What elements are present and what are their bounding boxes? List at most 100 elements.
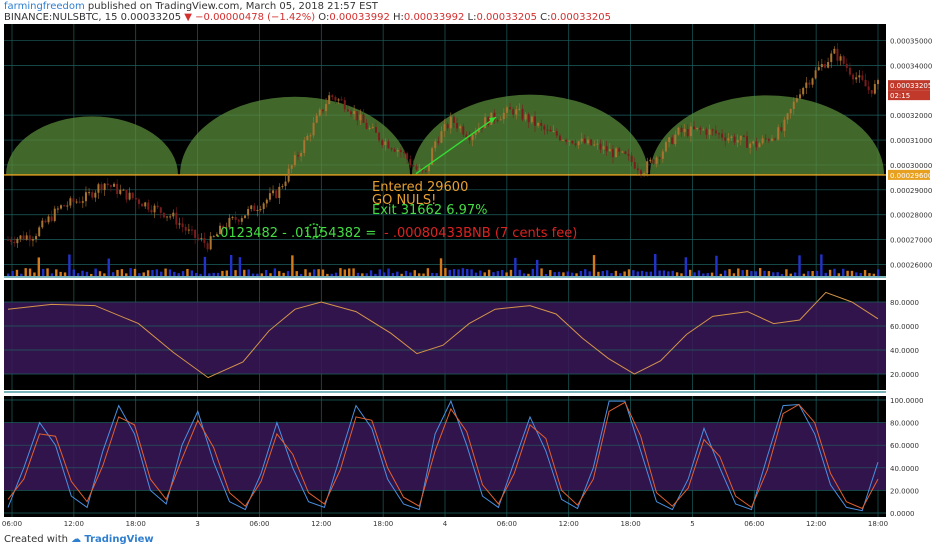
candle-body: [209, 236, 212, 250]
volume-bar: [557, 271, 561, 276]
volume-bar: [120, 269, 124, 276]
candle-body: [175, 212, 178, 225]
candle-body: [783, 119, 786, 131]
volume-bar: [514, 257, 517, 276]
candle-body: [194, 229, 197, 238]
candle-body: [599, 143, 602, 150]
volume-bar: [229, 255, 233, 276]
stoch-d-line: [7, 401, 879, 510]
volume-bar: [785, 269, 788, 276]
volume-bar: [649, 271, 653, 276]
volume-bar: [501, 269, 504, 276]
volume-bar: [535, 259, 539, 276]
candle-body: [446, 124, 449, 129]
candle-body: [724, 137, 727, 141]
candle-body: [346, 109, 349, 112]
volume-bar: [868, 273, 871, 276]
calc-red-annotation: - .00080433BNB (7 cents fee): [384, 226, 578, 241]
chart-canvas[interactable]: 0.00035000 0.00034000 0.00032000 0.00031000…: [0, 24, 932, 532]
volume-bar: [872, 273, 876, 276]
candle-body: [624, 151, 627, 155]
candle-body: [262, 203, 265, 210]
volume-bar: [129, 268, 132, 276]
candle-body: [131, 192, 134, 198]
y-tick-label: 0.00030000: [890, 162, 932, 170]
volume-bar: [842, 268, 845, 276]
volume-bar: [697, 270, 701, 276]
ohlc-h: 0.00033992: [403, 12, 465, 23]
candle-body: [137, 199, 140, 204]
volume-bar: [243, 269, 246, 276]
candle-body: [231, 216, 234, 218]
green-arch: [412, 94, 648, 175]
volume-bar: [238, 257, 242, 276]
candle-body: [449, 116, 452, 129]
author-link[interactable]: farmingfreedom: [4, 1, 85, 12]
created-with-text: Created with: [4, 534, 68, 545]
volume-bar: [745, 269, 749, 276]
volume-bar: [815, 270, 819, 276]
candle-body: [278, 186, 281, 198]
volume-bar: [221, 270, 224, 276]
volume-bar: [492, 272, 495, 276]
stoch-k-line: [7, 399, 879, 512]
volume-bar: [623, 271, 626, 276]
candle-body: [842, 56, 845, 64]
volume-bar: [251, 273, 255, 276]
green-arch: [650, 95, 884, 175]
candle-body: [855, 77, 858, 80]
volume-bar: [107, 258, 110, 276]
y-tick-label: 0.00029000: [890, 187, 932, 195]
candle-body: [190, 229, 193, 231]
volume-bar: [654, 254, 657, 276]
candle-body: [456, 122, 459, 129]
candle-body: [403, 152, 406, 154]
candle-body: [268, 193, 271, 200]
volume-bar: [212, 272, 215, 276]
tradingview-brand[interactable]: TradingView: [84, 534, 154, 545]
volume-bar: [702, 273, 705, 276]
candle-body: [808, 82, 811, 85]
candle-body: [75, 201, 78, 203]
candle-body: [615, 148, 618, 158]
volume-bar: [41, 268, 45, 276]
x-tick-label: 18:00: [126, 520, 146, 528]
candle-body: [22, 235, 25, 240]
volume-bar: [776, 272, 779, 276]
candle-body: [265, 199, 268, 204]
candle-body: [50, 216, 53, 221]
candle-body: [381, 140, 384, 146]
candle-body: [275, 190, 278, 198]
volume-bar: [374, 273, 377, 276]
candle-body: [827, 62, 830, 68]
volume-bar: [391, 273, 395, 276]
volume-bar: [68, 254, 71, 276]
candle-body: [480, 127, 483, 129]
candle-body: [780, 127, 783, 131]
trade-arrow-line: [415, 116, 497, 175]
candle-body: [877, 80, 879, 85]
x-tick-label: 12:00: [311, 520, 331, 528]
change-text: ▼ −0.00000478 (−1.42%): [184, 12, 316, 23]
candle-body: [35, 236, 38, 240]
volume-bar: [820, 254, 823, 276]
candle-body: [94, 192, 97, 198]
candle-body: [693, 126, 696, 130]
candle-body: [618, 148, 621, 152]
candle-body: [166, 216, 169, 218]
candle-body: [792, 101, 795, 109]
candle-body: [820, 64, 823, 68]
calc-green-annotation: .0123482 - .01154382 =: [216, 226, 377, 241]
candle-body: [343, 100, 346, 110]
rsi-line: [7, 291, 879, 379]
candle-body: [88, 192, 91, 194]
publish-info: farmingfreedom published on TradingView.…: [4, 1, 378, 12]
candle-body: [512, 109, 515, 115]
candle-body: [169, 216, 172, 218]
candle-body: [493, 112, 496, 121]
candle-body: [134, 197, 137, 200]
volume-bar: [146, 270, 150, 276]
volume-bar: [199, 273, 202, 276]
volume-bar: [103, 273, 106, 276]
volume-bar: [614, 270, 618, 276]
